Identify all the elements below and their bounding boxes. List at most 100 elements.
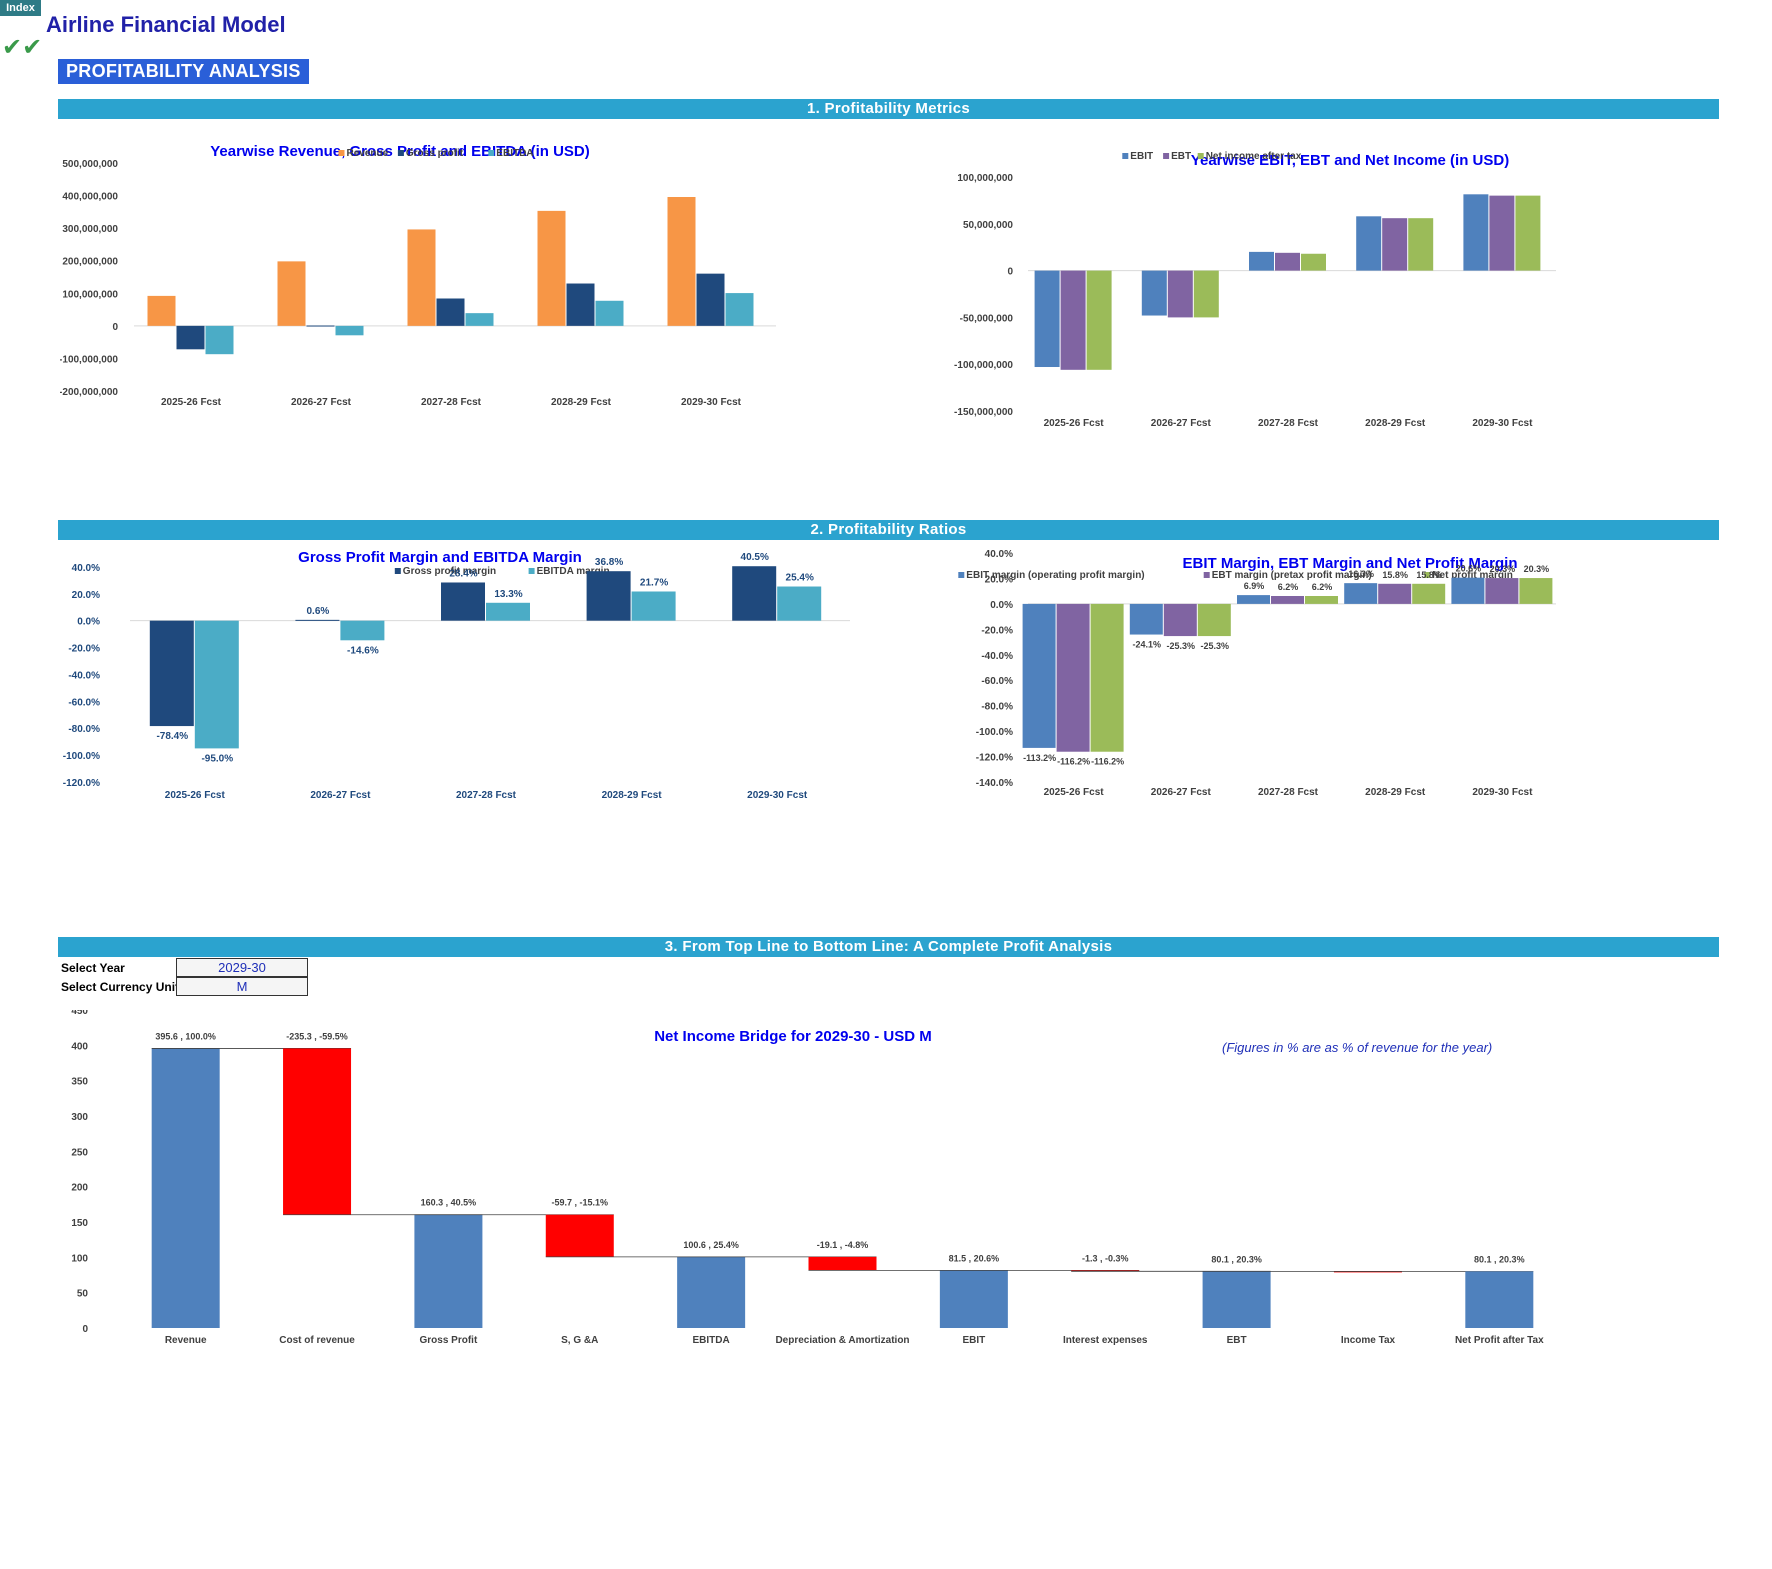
bar bbox=[1129, 603, 1163, 635]
waterfall-bar bbox=[545, 1214, 614, 1257]
legend-label: Gross profit bbox=[406, 148, 464, 159]
waterfall-bar bbox=[1465, 1271, 1534, 1328]
select-year-field[interactable]: 2029-30 bbox=[176, 958, 308, 977]
index-button[interactable]: Index bbox=[0, 0, 41, 16]
y-tick-label: 0 bbox=[82, 1324, 88, 1335]
ebit-ebt-net-margin-chart: EBIT Margin, EBT Margin and Net Profit M… bbox=[958, 550, 1556, 798]
x-tick-label: 2025-26 Fcst bbox=[1044, 418, 1105, 429]
y-tick-label: 150 bbox=[71, 1218, 88, 1229]
data-label: 16.3% bbox=[1348, 569, 1374, 579]
bar bbox=[1489, 195, 1515, 271]
x-tick-label: Cost of revenue bbox=[279, 1335, 355, 1346]
waterfall-bar bbox=[414, 1214, 483, 1328]
chart-title: Gross Profit Margin and EBITDA Margin bbox=[298, 549, 582, 566]
gp-ebitda-margin-chart: Gross Profit Margin and EBITDA Margin Gr… bbox=[63, 545, 850, 801]
net-income-bridge-chart: Net Income Bridge for 2029-30 - USD M 0 5… bbox=[71, 1010, 1544, 1346]
legend-swatch bbox=[1424, 572, 1431, 578]
waterfall-bar bbox=[151, 1048, 220, 1328]
x-tick-label: 2029-30 Fcst bbox=[681, 397, 742, 408]
section-header-bridge: 3. From Top Line to Bottom Line: A Compl… bbox=[58, 937, 1719, 957]
bar bbox=[631, 591, 676, 621]
bar bbox=[194, 620, 239, 749]
y-tick-label: -60.0% bbox=[981, 676, 1013, 687]
bar bbox=[1249, 251, 1274, 271]
y-tick-label: 0 bbox=[112, 322, 118, 333]
chart-title: Yearwise EBIT, EBT and Net Income (in US… bbox=[1191, 152, 1509, 169]
bar bbox=[1519, 578, 1553, 604]
bar bbox=[1408, 218, 1434, 271]
data-label: 160.3 , 40.5% bbox=[421, 1198, 477, 1208]
y-tick-label: -100.0% bbox=[976, 727, 1013, 738]
bar bbox=[1356, 216, 1382, 271]
y-tick-label: -50,000,000 bbox=[960, 313, 1014, 324]
bar bbox=[205, 325, 234, 355]
x-tick-label: 2026-27 Fcst bbox=[310, 790, 371, 801]
data-label: 20.6% bbox=[1456, 564, 1482, 574]
x-tick-label: 2029-30 Fcst bbox=[1472, 418, 1533, 429]
data-label: -1.3 , -0.3% bbox=[1082, 1253, 1129, 1263]
y-tick-label: -20.0% bbox=[68, 644, 100, 655]
x-tick-label: 2025-26 Fcst bbox=[165, 790, 226, 801]
bar bbox=[306, 325, 335, 327]
y-tick-label: 50,000,000 bbox=[963, 220, 1013, 231]
bar bbox=[777, 586, 822, 621]
x-tick-label: Gross Profit bbox=[420, 1335, 478, 1346]
bar bbox=[1382, 218, 1408, 271]
bar bbox=[1141, 270, 1167, 316]
page-title: PROFITABILITY ANALYSIS bbox=[58, 59, 309, 84]
select-currency-field[interactable]: M bbox=[176, 977, 308, 996]
y-tick-label: -80.0% bbox=[981, 702, 1013, 713]
data-label: 20.3% bbox=[1524, 564, 1550, 574]
waterfall-bar bbox=[1071, 1270, 1140, 1272]
x-tick-label: Income Tax bbox=[1341, 1335, 1396, 1346]
bar bbox=[465, 313, 494, 326]
bar bbox=[340, 620, 385, 641]
legend-label: EBIT margin (operating profit margin) bbox=[966, 570, 1144, 581]
data-label: 21.7% bbox=[640, 577, 668, 588]
legend-label: EBT margin (pretax profit margin) bbox=[1212, 570, 1372, 581]
data-label: -116.2% bbox=[1057, 757, 1090, 767]
bar bbox=[277, 261, 306, 326]
data-label: 100.6 , 25.4% bbox=[683, 1240, 739, 1250]
legend-swatch bbox=[338, 150, 345, 156]
bar bbox=[1022, 603, 1056, 748]
waterfall-bar bbox=[677, 1256, 746, 1328]
bar bbox=[1271, 596, 1304, 604]
bar bbox=[1515, 195, 1541, 271]
bar bbox=[1056, 603, 1090, 752]
data-label: 15.8% bbox=[1416, 570, 1442, 580]
data-label: -78.4% bbox=[156, 731, 188, 742]
y-tick-label: 200,000,000 bbox=[62, 257, 118, 268]
bar bbox=[1301, 253, 1326, 271]
y-tick-label: 300,000,000 bbox=[62, 224, 118, 235]
bar bbox=[595, 300, 624, 326]
y-tick-label: -40.0% bbox=[981, 651, 1013, 662]
bar bbox=[1060, 270, 1086, 370]
data-label: -116.2% bbox=[1091, 757, 1124, 767]
legend-swatch bbox=[488, 150, 495, 156]
legend-label: Net income after tax bbox=[1206, 151, 1302, 162]
legend-swatch bbox=[1163, 153, 1170, 159]
data-label: 13.3% bbox=[494, 589, 522, 600]
data-label: -25.3% bbox=[1201, 641, 1230, 651]
data-label: -24.1% bbox=[1133, 640, 1162, 650]
x-tick-label: 2025-26 Fcst bbox=[1044, 787, 1105, 798]
data-label: 6.2% bbox=[1312, 582, 1333, 592]
bar bbox=[1193, 270, 1219, 318]
data-label: 395.6 , 100.0% bbox=[155, 1031, 216, 1041]
bar bbox=[667, 197, 696, 326]
y-tick-label: -100,000,000 bbox=[60, 354, 118, 365]
bar bbox=[335, 325, 364, 336]
ebit-ebt-netincome-chart: Yearwise EBIT, EBT and Net Income (in US… bbox=[954, 151, 1556, 429]
data-label: 15.8% bbox=[1382, 570, 1408, 580]
legend-label: Net profit margin bbox=[1432, 570, 1513, 581]
legend-swatch bbox=[397, 150, 404, 156]
chart-title: EBIT Margin, EBT Margin and Net Profit M… bbox=[1182, 555, 1517, 572]
x-tick-label: 2027-28 Fcst bbox=[456, 790, 517, 801]
data-label: -59.7 , -15.1% bbox=[552, 1198, 609, 1208]
legend-label: EBT bbox=[1171, 151, 1191, 162]
x-tick-label: 2026-27 Fcst bbox=[1151, 787, 1212, 798]
x-tick-label: S, G &A bbox=[561, 1335, 598, 1346]
bar bbox=[486, 602, 530, 621]
y-tick-label: 50 bbox=[77, 1289, 89, 1300]
